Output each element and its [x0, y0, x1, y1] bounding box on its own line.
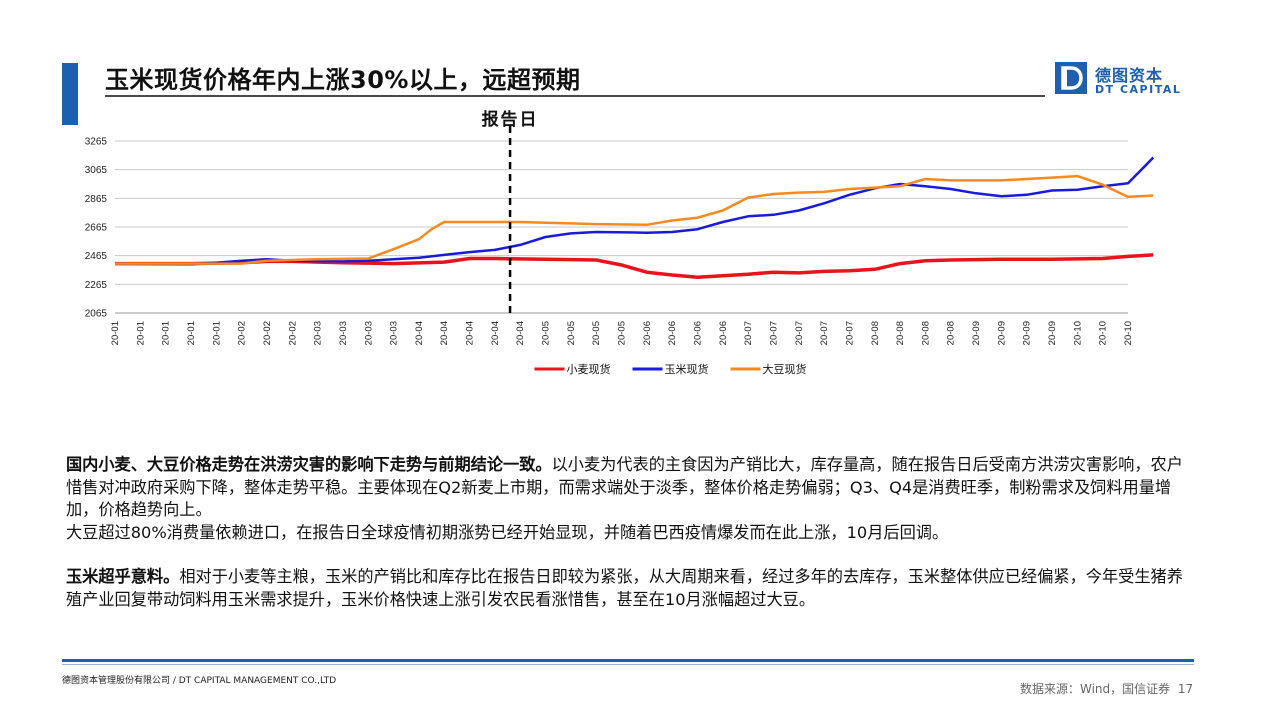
x-tick-label: 20-03 [389, 321, 400, 345]
x-tick-label: 20-04 [465, 321, 476, 345]
x-tick-label: 20-03 [338, 321, 349, 345]
chart-canvas: 2065 2265 2465 2665 2865 3065 3265 20-01 20-01 20… [85, 109, 1155, 376]
x-tick-label: 20-05 [591, 321, 602, 345]
price-line-chart: 2065 2265 2465 2665 2865 3065 3265 20-01 20-01 20… [70, 100, 1170, 390]
legend-label: 小麦现货 [567, 362, 611, 376]
x-tick-label: 20-09 [1022, 321, 1033, 345]
x-tick-label: 20-06 [718, 321, 729, 345]
legend-label: 大豆现货 [763, 362, 807, 376]
paragraph-wheat-soy-lead: 国内小麦、大豆价格走势在洪涝灾害的影响下走势与前期结论一致。 [66, 455, 552, 474]
report-day-label: 报告日 [482, 109, 539, 129]
x-tick-label: 20-04 [439, 321, 450, 345]
page-title: 玉米现货价格年内上涨30%以上，远超预期 [105, 66, 581, 94]
x-tick-label: 20-04 [515, 321, 526, 345]
footer-rule [62, 659, 1194, 662]
series-line-3 [115, 174, 1154, 265]
legend-label: 玉米现货 [665, 362, 709, 376]
y-tick-label: 3265 [85, 137, 108, 148]
logo-chinese-name: 德图资本 [1095, 66, 1164, 85]
y-tick-label: 3065 [85, 165, 108, 176]
x-tick-label: 20-06 [642, 321, 653, 345]
x-tick-label: 20-10 [1072, 321, 1083, 345]
title-accent-bar [62, 63, 78, 125]
x-tick-label: 20-03 [363, 321, 374, 345]
x-tick-label: 20-07 [743, 321, 754, 345]
data-source: 数据来源：Wind，国信证券 [1020, 682, 1171, 696]
x-tick-label: 20-08 [895, 321, 906, 345]
footer-rule-thin [62, 664, 1194, 665]
analysis-text: 国内小麦、大豆价格走势在洪涝灾害的影响下走势与前期结论一致。以小麦为代表的主食因… [66, 454, 1186, 611]
x-tick-label: 20-01 [186, 321, 197, 345]
paragraph-corn-lead: 玉米超乎意料。 [66, 567, 180, 586]
x-tick-label: 20-10 [1123, 321, 1134, 345]
x-tick-label: 20-05 [566, 321, 577, 345]
x-tick-label: 20-02 [262, 321, 273, 345]
logo-d-icon [1055, 62, 1087, 94]
paragraph-corn: 玉米超乎意料。相对于小麦等主粮，玉米的产销比和库存比在报告日即较为紧张，从大周期… [66, 566, 1186, 611]
x-tick-label: 20-01 [211, 321, 222, 345]
x-tick-label: 20-10 [1098, 321, 1109, 345]
x-tick-label: 20-04 [490, 321, 501, 345]
paragraph-soy-import: 大豆超过80%消费量依赖进口，在报告日全球疫情初期涨势已经开始显现，并随着巴西疫… [66, 522, 949, 542]
x-tick-label: 20-08 [946, 321, 957, 345]
x-tick-label: 20-03 [313, 321, 324, 345]
footer-source-page: 数据来源：Wind，国信证券 17 [1020, 680, 1193, 697]
footer-company: 德图资本管理股份有限公司 / DT CAPITAL MANAGEMENT CO.… [62, 676, 337, 686]
page-number: 17 [1177, 682, 1194, 696]
x-tick-label: 20-05 [541, 321, 552, 345]
x-tick-label: 20-01 [135, 321, 146, 345]
x-tick-label: 20-01 [110, 321, 121, 345]
y-tick-label: 2865 [85, 194, 108, 205]
y-tick-label: 2265 [85, 280, 108, 291]
dt-capital-logo: 德图资本 DT CAPITAL [1055, 60, 1195, 100]
x-tick-label: 20-02 [287, 321, 298, 345]
x-tick-label: 20-07 [794, 321, 805, 345]
y-tick-label: 2465 [85, 251, 108, 262]
x-tick-label: 20-01 [161, 321, 172, 345]
series-line-2 [114, 156, 1155, 266]
y-tick-label: 2665 [85, 223, 108, 234]
paragraph-corn-body: 相对于小麦等主粮，玉米的产销比和库存比在报告日即较为紧张，从大周期来看，经过多年… [66, 567, 1183, 609]
x-tick-label: 20-02 [237, 321, 248, 345]
series-line-1 [115, 253, 1154, 279]
x-tick-label: 20-09 [996, 321, 1007, 345]
x-tick-label: 20-07 [844, 321, 855, 345]
x-tick-label: 20-04 [414, 321, 425, 345]
x-tick-label: 20-06 [692, 321, 703, 345]
x-tick-label: 20-05 [617, 321, 628, 345]
paragraph-wheat-soy-body: 以小麦为代表的主食因为产销比大，库存量高，随在报告日后受南方洪涝灾害影响，农户惜… [66, 455, 1183, 519]
x-tick-label: 20-08 [920, 321, 931, 345]
x-tick-label: 20-07 [819, 321, 830, 345]
title-underline [105, 95, 1045, 97]
x-tick-label: 20-08 [870, 321, 881, 345]
y-tick-label: 2065 [85, 309, 108, 320]
paragraph-wheat-soy: 国内小麦、大豆价格走势在洪涝灾害的影响下走势与前期结论一致。以小麦为代表的主食因… [66, 454, 1186, 522]
logo-english-name: DT CAPITAL [1095, 83, 1182, 96]
x-tick-label: 20-09 [1047, 321, 1058, 345]
x-tick-label: 20-07 [768, 321, 779, 345]
x-tick-label: 20-06 [667, 321, 678, 345]
x-tick-label: 20-09 [971, 321, 982, 345]
